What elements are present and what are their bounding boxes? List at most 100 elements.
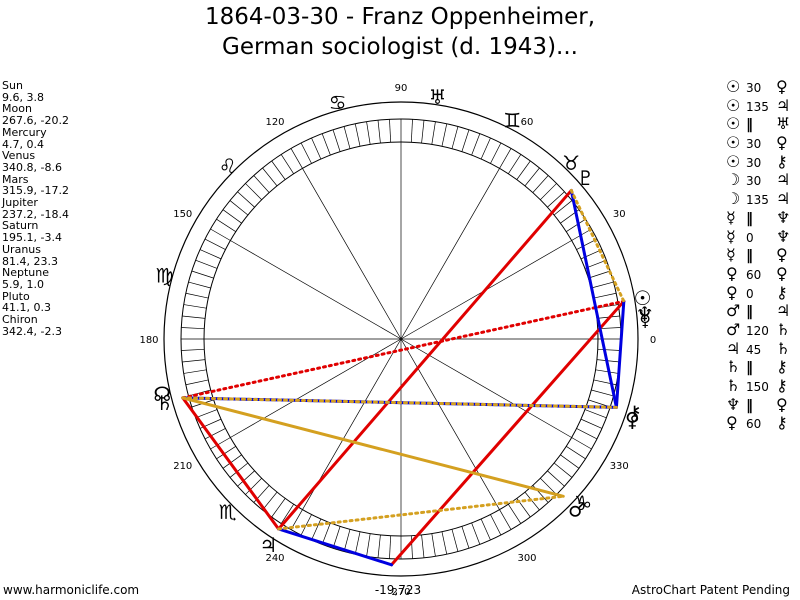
aspect-planet-a-glyph: ☉: [726, 95, 741, 115]
aspect-angle: 0: [746, 230, 754, 245]
aspect-line-gold: [181, 396, 618, 409]
aspect-planet-b-glyph: ⚷: [776, 151, 788, 171]
ring-tick: [595, 369, 619, 374]
ring-tick: [311, 137, 322, 160]
chart-title-line1: 1864-03-30 - Franz Oppenheimer,: [204, 4, 596, 30]
ring-tick: [300, 142, 312, 164]
wheel-glyphs: ♅ ♊ ♋ ♌ ♍ ♏ ♃ ♄☊ ♇♉ ☉☿♆ ⚷♀ ♑♂: [153, 85, 653, 557]
planet-coords-uranus: 81.4, 23.3: [2, 254, 58, 268]
ring-tick: [580, 418, 603, 429]
ring-tick: [410, 119, 413, 143]
aspect-list: ☉ 30 ♀ ☉ 135 ♃ ☉ ‖ ♅ ☉ 30 ♀ ☉ 30 ⚷ ☽ 30 ♃ ☽ 135 ♃ ☿ ‖ ♆ ☿ 0 ♆ ☿ ‖ ♀ ♀ 6…: [726, 77, 796, 433]
aspect-row: ♆ ‖ ♀: [726, 394, 796, 415]
aspect-planet-a-glyph: ♂: [726, 319, 741, 339]
ring-tick: [597, 348, 621, 351]
ring-tick: [311, 518, 322, 541]
aspect-line-gold: [569, 188, 626, 303]
ring-tick: [204, 428, 226, 440]
aspect-planet-a-glyph: ☉: [726, 77, 741, 96]
aspect-planet-a-glyph: ☉: [726, 133, 741, 153]
ring-tick: [182, 315, 206, 319]
footer-website[interactable]: www.harmoniclife.com: [3, 583, 140, 597]
degree-label-120: 120: [265, 117, 284, 128]
ring-tick: [591, 281, 614, 289]
mars-glyph: ♂: [568, 497, 586, 521]
aspect-planet-b-glyph: ♆: [776, 207, 791, 227]
ring-tick: [216, 446, 236, 460]
ring-tick: [571, 437, 592, 450]
aspect-angle: ‖: [746, 248, 753, 265]
ring-tick: [451, 126, 459, 149]
planet-coords-moon: 267.6, -20.2: [2, 114, 69, 128]
ring-tick: [593, 292, 617, 299]
degree-label-210: 210: [173, 461, 192, 472]
chart-title-line2: German sociologist (d. 1943)...: [222, 34, 578, 60]
aspect-angle: 60: [746, 267, 762, 282]
ring-tick: [183, 304, 207, 309]
degree-label-180: 180: [139, 335, 158, 346]
ring-tick: [471, 133, 481, 156]
house-spoke: [230, 338, 402, 438]
house-spoke: [400, 338, 500, 510]
planet-name-chiron: Chiron: [2, 313, 38, 327]
aspect-line-gold: [181, 396, 565, 498]
aspect-angle: 135: [746, 193, 769, 208]
virgo-sign-glyph: ♍: [155, 264, 173, 288]
ring-tick: [490, 142, 502, 164]
aspect-row: ♃ 45 ♄: [726, 338, 796, 359]
ring-tick: [253, 175, 270, 193]
pluto-glyph: ♇: [577, 166, 595, 190]
aspect-planet-a-glyph: ☿: [726, 245, 736, 265]
ring-tick: [216, 218, 236, 232]
planet-coords-chiron: 342.4, -2.3: [2, 324, 62, 338]
aspect-angle: ‖: [746, 397, 753, 414]
ring-tick: [210, 437, 231, 450]
aspect-angle: ‖: [746, 304, 753, 321]
ring-tick: [191, 270, 214, 279]
ring-tick: [354, 531, 361, 555]
ring-tick: [480, 137, 491, 160]
house-spoke: [302, 168, 402, 340]
planet-coords-saturn: 195.1, -3.4: [2, 231, 62, 245]
ring-tick: [508, 504, 522, 524]
ring-tick: [377, 534, 381, 558]
ring-tick: [471, 522, 481, 545]
aspect-row: ☿ ‖ ♆: [726, 207, 796, 228]
ring-tick: [389, 119, 392, 143]
planet-positions-list: Sun 9.6, 3.8 Moon 267.6, -20.2 Mercury 4.7, 0…: [2, 80, 69, 337]
planet-name-mercury: Mercury: [2, 125, 47, 139]
planet-coords-jupiter: 237.2, -18.4: [2, 207, 69, 221]
aspect-angle: 0: [746, 286, 754, 301]
ring-tick: [524, 491, 540, 511]
aspect-planet-b-glyph: ♀: [776, 245, 788, 265]
leo-sign-glyph: ♌: [219, 154, 237, 178]
ring-tick: [188, 281, 211, 289]
aspect-planet-a-glyph: ♆: [726, 394, 741, 414]
aspect-planet-a-glyph: ♄: [726, 357, 741, 377]
ring-tick: [441, 531, 448, 555]
planet-name-mars: Mars: [2, 172, 29, 186]
ring-tick: [271, 498, 286, 518]
ring-tick: [566, 218, 586, 232]
aspect-planet-b-glyph: ♄: [776, 338, 791, 358]
neptune-glyph: ♆: [636, 302, 654, 326]
degree-label-30: 30: [613, 209, 626, 220]
aspect-planet-b-glyph: ⚷: [776, 413, 788, 433]
aspect-planet-b-glyph: ♃: [776, 170, 791, 190]
aspect-planet-a-glyph: ♀: [726, 282, 738, 302]
bottom-readout: -19,723: [375, 583, 421, 597]
ring-tick: [540, 478, 557, 495]
aspect-lines: [181, 188, 626, 567]
aspect-row: ♀ 60 ♀: [726, 264, 796, 284]
ring-tick: [389, 535, 392, 559]
aspect-angle: 60: [746, 417, 762, 432]
ring-tick: [332, 526, 341, 549]
ring-tick: [332, 129, 341, 152]
planet-coords-mercury: 4.7, 0.4: [2, 137, 44, 151]
ring-tick: [441, 123, 448, 147]
degree-label-270: 270: [391, 587, 410, 598]
ring-tick: [354, 123, 361, 147]
aspect-planet-a-glyph: ♄: [726, 376, 741, 395]
degree-label-60: 60: [521, 117, 534, 128]
ring-tick: [185, 292, 209, 299]
